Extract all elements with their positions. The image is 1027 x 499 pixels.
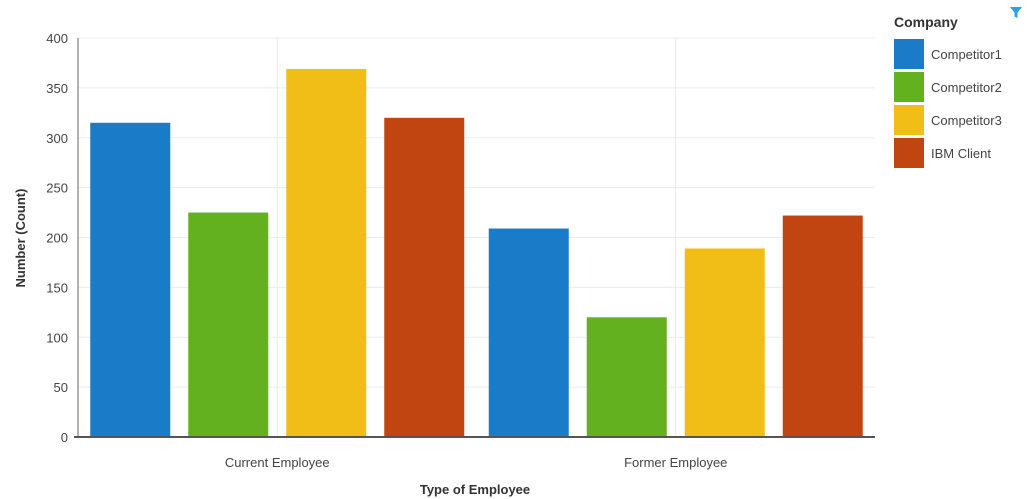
bar-competitor3-0[interactable] [286,68,367,438]
y-tick-label: 250 [46,181,68,196]
x-axis-title: Type of Employee [420,482,530,497]
x-category-label: Current Employee [225,455,330,470]
y-tick-label: 300 [46,131,68,146]
legend[interactable]: Company Competitor1 Competitor2 Competitor… [894,14,1002,168]
legend-swatch [894,138,924,168]
legend-swatch [894,105,924,135]
y-tick-label: 50 [54,380,68,395]
bar-competitor1-0[interactable] [90,122,171,437]
chart-bars [90,68,863,438]
legend-label: Competitor3 [931,113,1002,128]
bar-competitor2-0[interactable] [188,212,269,437]
y-tick-label: 200 [46,231,68,246]
bar-competitor2-1[interactable] [586,317,667,437]
legend-title: Company [894,14,958,30]
legend-swatch [894,39,924,69]
legend-label: Competitor1 [931,47,1002,62]
y-axis-title: Number (Count) [13,189,28,288]
bar-competitor3-1[interactable] [684,248,765,437]
y-tick-label: 100 [46,330,68,345]
y-tick-label: 400 [46,31,68,46]
legend-label: IBM Client [931,146,991,161]
y-tick-labels: 0 50 100 150 200 250 300 350 400 [46,31,68,445]
bar-ibm-client-1[interactable] [782,215,863,437]
x-category-labels: Current Employee Former Employee [225,455,728,470]
bar-competitor1-1[interactable] [488,228,569,437]
y-tick-label: 0 [61,430,68,445]
y-tick-label: 350 [46,81,68,96]
filter-icon[interactable] [1010,7,1022,18]
bar-ibm-client-0[interactable] [384,117,465,438]
chart-axes [74,38,875,438]
legend-label: Competitor2 [931,80,1002,95]
legend-swatch [894,72,924,102]
x-category-label: Former Employee [624,455,727,470]
y-tick-label: 150 [46,280,68,295]
